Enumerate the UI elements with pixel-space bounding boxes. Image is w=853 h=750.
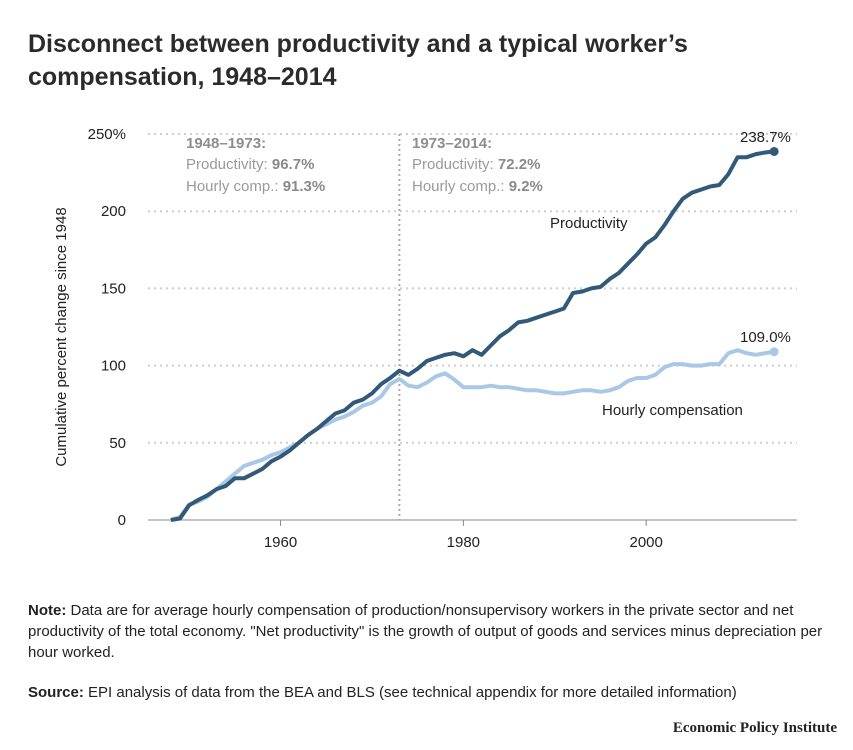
y-tick-label: 50 — [109, 435, 126, 452]
note-label: Note: — [28, 602, 67, 619]
series-end-point-hourly-compensation — [769, 347, 779, 357]
annotation-value: 91.3% — [283, 178, 326, 195]
chart-title: Disconnect between productivity and a ty… — [28, 30, 688, 91]
annotation-value: 9.2% — [509, 178, 543, 195]
end-value-label-hourly-compensation: 109.0% — [740, 329, 791, 346]
y-tick-label: 150 — [101, 280, 126, 297]
annotation-value: 72.2% — [498, 156, 541, 173]
chart-note: Note: Data are for average hourly compen… — [28, 600, 838, 663]
series-end-point-productivity — [769, 146, 779, 156]
annotation-heading: 1973–2014: — [412, 135, 492, 152]
annotation-hourly-comp: Hourly comp.: 9.2% — [412, 178, 543, 195]
annotation-productivity: Productivity: 96.7% — [186, 156, 314, 173]
note-text: Data are for average hourly compensation… — [28, 602, 823, 661]
annotation-heading: 1948–1973: — [186, 135, 266, 152]
annotation-label: Productivity: — [412, 156, 498, 173]
y-axis-label: Cumulative percent change since 1948 — [53, 207, 70, 466]
annotation-label: Hourly comp.: — [412, 178, 509, 195]
y-tick-label: 200 — [101, 203, 126, 220]
series-label-productivity: Productivity — [550, 215, 628, 232]
annotation-hourly-comp: Hourly comp.: 91.3% — [186, 178, 325, 195]
source-text: EPI analysis of data from the BEA and BL… — [83, 684, 737, 701]
publisher-credit: Economic Policy Institute — [672, 720, 837, 736]
source-label: Source: — [28, 684, 84, 701]
chart-source: Source: EPI analysis of data from the BE… — [28, 682, 838, 703]
x-tick-label: 1980 — [447, 534, 480, 551]
annotation-productivity: Productivity: 72.2% — [412, 156, 540, 173]
series-line-hourly-compensation — [170, 348, 775, 522]
series-line-productivity — [170, 149, 775, 522]
annotation-label: Hourly comp.: — [186, 178, 283, 195]
y-tick-label: 250% — [88, 126, 126, 143]
x-tick-label: 2000 — [629, 534, 662, 551]
annotation-value: 96.7% — [272, 156, 315, 173]
x-tick-label: 1960 — [264, 534, 297, 551]
line-chart: 0 50 100 150 200 250% 1960 1980 2000 Cumulative… — [53, 126, 797, 551]
y-tick-labels: 0 50 100 150 200 250% — [88, 126, 126, 529]
x-tick-labels: 1960 1980 2000 — [264, 520, 663, 551]
series-label-hourly-compensation: Hourly compensation — [602, 402, 743, 419]
end-value-label-productivity: 238.7% — [740, 129, 791, 146]
gridlines — [148, 133, 797, 521]
annotation-1973-2014: 1973–2014: Productivity: 72.2% Hourly co… — [412, 135, 543, 195]
annotation-1948-1973: 1948–1973: Productivity: 96.7% Hourly co… — [186, 135, 325, 195]
y-tick-label: 0 — [118, 512, 126, 529]
annotation-label: Productivity: — [186, 156, 272, 173]
y-tick-label: 100 — [101, 358, 126, 375]
